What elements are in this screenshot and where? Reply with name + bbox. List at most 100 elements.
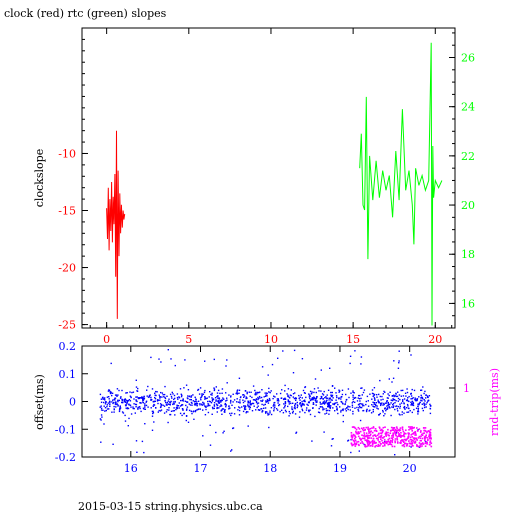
offset-point bbox=[301, 397, 303, 399]
offset-point bbox=[121, 398, 123, 401]
offset-point bbox=[146, 389, 148, 391]
offset-point bbox=[238, 409, 241, 412]
offset-point bbox=[211, 399, 214, 401]
offset-point bbox=[410, 392, 412, 395]
offset-point bbox=[361, 387, 363, 389]
offset-point bbox=[410, 446, 412, 448]
offset-point bbox=[174, 414, 176, 416]
offset-point bbox=[187, 395, 189, 397]
offset-point bbox=[371, 392, 374, 395]
offset-point bbox=[344, 403, 346, 405]
offset-point bbox=[244, 390, 247, 392]
offset-point bbox=[232, 427, 235, 429]
offset-point bbox=[152, 410, 154, 413]
rndtrip-point bbox=[428, 437, 431, 440]
offset-point bbox=[159, 410, 162, 412]
offset-point bbox=[245, 396, 247, 398]
offset-point bbox=[173, 398, 175, 401]
rndtrip-point bbox=[367, 439, 370, 442]
offset-point bbox=[167, 400, 170, 402]
rndtrip-point bbox=[357, 431, 359, 433]
offset-point bbox=[194, 400, 197, 403]
offset-point bbox=[311, 440, 313, 442]
offset-point bbox=[220, 404, 222, 406]
rndtrip-point bbox=[378, 441, 380, 443]
offset-point bbox=[151, 429, 154, 431]
offset-point bbox=[399, 403, 401, 405]
offset-point bbox=[270, 413, 273, 416]
offset-point bbox=[308, 393, 310, 395]
offset-point bbox=[220, 409, 223, 411]
offset-point bbox=[180, 395, 183, 398]
offset-point bbox=[100, 401, 103, 403]
offset-point bbox=[274, 396, 276, 398]
offset-point bbox=[425, 394, 427, 396]
offset-point bbox=[179, 405, 182, 407]
offset-point bbox=[331, 394, 334, 397]
offset-point bbox=[404, 392, 407, 394]
offset-point bbox=[272, 397, 274, 400]
offset-point bbox=[340, 409, 342, 412]
rndtrip-point bbox=[365, 435, 367, 437]
rndtrip-point bbox=[372, 435, 374, 437]
offset-point bbox=[398, 413, 400, 415]
rndtrip-point bbox=[394, 441, 396, 444]
rndtrip-point bbox=[408, 429, 410, 431]
offset-point bbox=[421, 400, 423, 402]
offset-point bbox=[142, 407, 145, 409]
rndtrip-point bbox=[386, 441, 388, 443]
rndtrip-point bbox=[351, 444, 353, 447]
offset-point bbox=[408, 395, 410, 398]
rndtrip-point bbox=[351, 438, 353, 441]
offset-point bbox=[100, 398, 103, 400]
offset-point bbox=[230, 400, 232, 402]
offset-point bbox=[298, 416, 301, 418]
offset-point bbox=[108, 396, 110, 398]
rndtrip-point bbox=[366, 445, 368, 448]
rndtrip-point bbox=[361, 437, 364, 440]
offset-point bbox=[358, 450, 360, 452]
offset-point bbox=[158, 409, 160, 412]
rndtrip-point bbox=[417, 445, 420, 448]
rndtrip-point bbox=[396, 439, 399, 441]
rndtrip-point bbox=[366, 436, 369, 438]
offset-point bbox=[410, 395, 413, 397]
offset-point bbox=[399, 405, 401, 407]
rndtrip-point bbox=[370, 430, 372, 432]
offset-point bbox=[151, 415, 154, 417]
offset-point bbox=[178, 397, 181, 399]
offset-point bbox=[382, 404, 384, 406]
rndtrip-point bbox=[384, 444, 386, 447]
offset-point bbox=[363, 389, 366, 391]
rndtrip-point bbox=[423, 432, 426, 434]
offset-point bbox=[118, 399, 120, 402]
offset-point bbox=[349, 406, 351, 408]
offset-point bbox=[406, 403, 409, 406]
offset-point bbox=[359, 394, 361, 397]
offset-point bbox=[217, 395, 219, 397]
offset-point bbox=[287, 388, 290, 390]
offset-point bbox=[412, 397, 414, 399]
offset-point bbox=[329, 397, 332, 399]
offset-point bbox=[358, 407, 360, 409]
offset-point bbox=[121, 389, 123, 392]
offset-point bbox=[399, 414, 401, 416]
offset-point bbox=[199, 408, 201, 410]
rndtrip-point bbox=[405, 439, 407, 442]
offset-point bbox=[393, 394, 395, 396]
offset-point bbox=[194, 402, 196, 405]
rndtrip-point bbox=[396, 427, 398, 430]
rndtrip-point bbox=[416, 445, 419, 447]
offset-point bbox=[341, 389, 344, 391]
rndtrip-point bbox=[371, 445, 374, 447]
offset-point bbox=[229, 412, 231, 415]
offset-point bbox=[204, 396, 206, 398]
offset-point bbox=[417, 403, 419, 405]
offset-point bbox=[213, 388, 216, 390]
offset-point bbox=[264, 407, 267, 409]
rndtrip-point bbox=[368, 440, 371, 443]
rndtrip-point bbox=[424, 442, 427, 445]
rndtrip-point bbox=[411, 433, 414, 435]
offset-point bbox=[142, 401, 144, 403]
